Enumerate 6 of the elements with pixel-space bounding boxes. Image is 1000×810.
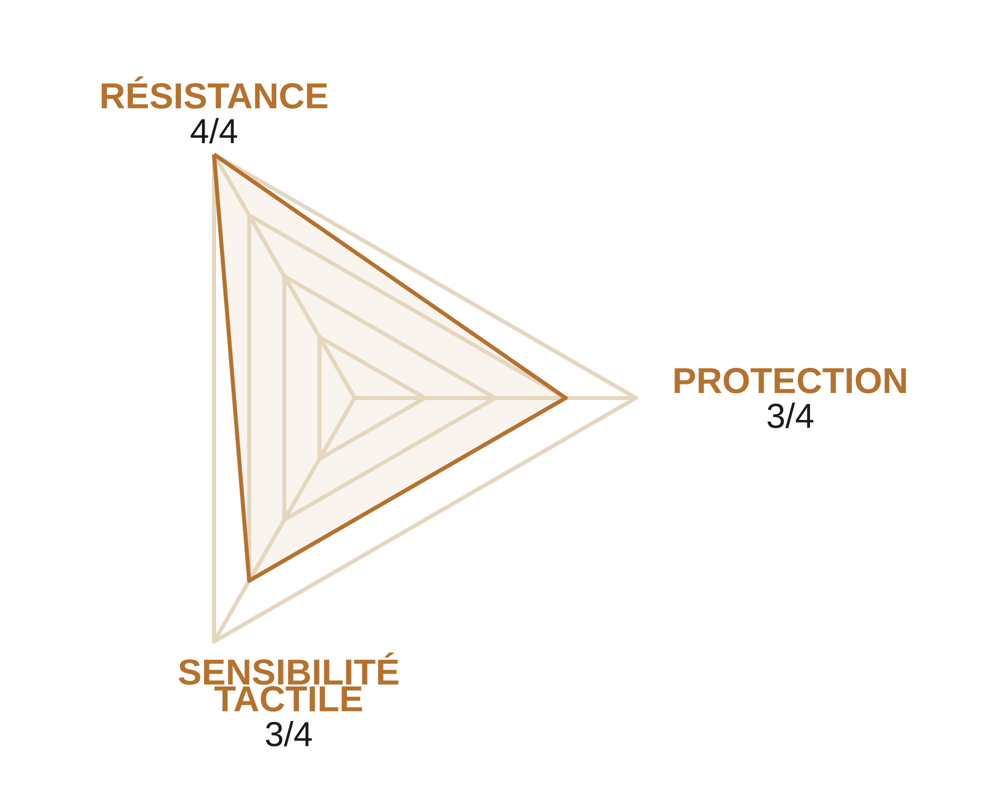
- spoke-label: RÉSISTANCE: [102, 76, 328, 109]
- text: 3/4: [266, 720, 312, 746]
- spoke-label: SENSIBILITÉ TACTILE: [178, 652, 398, 712]
- text: 3/4: [767, 402, 814, 428]
- text: 4/4: [190, 118, 238, 144]
- spoke-label: PROTECTION: [674, 368, 906, 394]
